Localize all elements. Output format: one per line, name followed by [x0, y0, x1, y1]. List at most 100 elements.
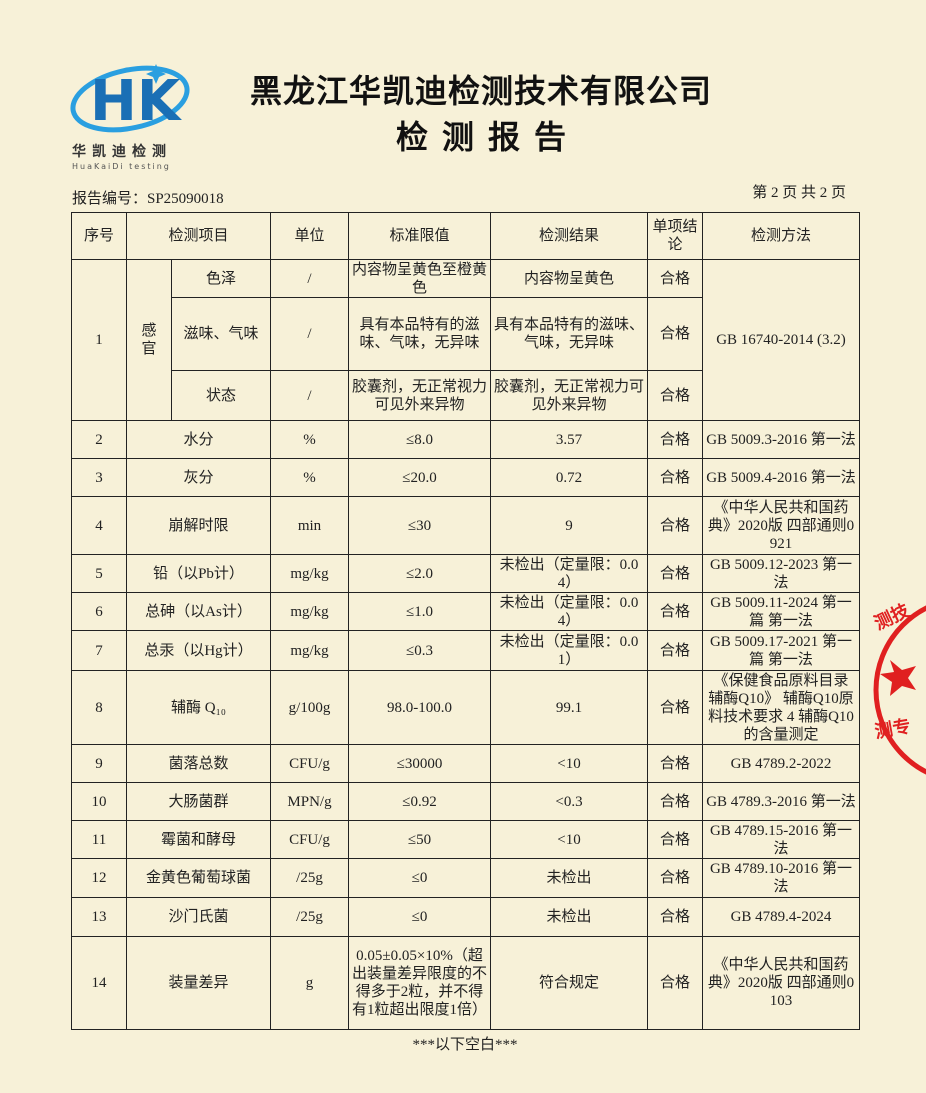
cell-method: GB 16740-2014 (3.2) [702, 259, 861, 421]
company-logo: HK [70, 64, 190, 134]
cell-no: 4 [71, 496, 127, 555]
cell-no: 7 [71, 630, 127, 671]
table-row: 14 装量差异 g 0.05±0.05×10%（超出装量差异限度的不得多于2粒，并不得… [71, 936, 861, 1030]
cell-unit: /25g [270, 897, 350, 937]
cell-item: 辅酶 Q₁₀ [125, 670, 272, 745]
cell-conclusion: 合格 [647, 420, 704, 459]
cell-standard: 具有本品特有的滋味、气味，无异味 [348, 297, 492, 371]
cell-unit: % [270, 420, 350, 459]
cell-method: 《保健食品原料目录 辅酶Q10》 辅酶Q10原料技术要求 4 辅酶Q10 的含量… [702, 670, 861, 745]
table-header-row: 序号 检测项目 单位 标准限值 检测结果 单项结论 检测方法 [71, 212, 861, 260]
report-sheet: 序号 检测项目 单位 标准限值 检测结果 单项结论 检测方法 1 感官 色泽 /… [71, 212, 861, 1054]
blank-below-note: ***以下空白*** [412, 1037, 518, 1053]
cell-unit: g/100g [270, 670, 350, 745]
cell-unit: % [270, 458, 350, 497]
cell-unit: mg/kg [270, 630, 350, 671]
cell-result: <10 [490, 820, 649, 859]
cell-conclusion: 合格 [647, 782, 704, 821]
cell-no: 9 [71, 744, 127, 783]
cell-result: <0.3 [490, 782, 649, 821]
cell-item: 滋味、气味 [170, 297, 272, 371]
cell-result: 未检出（定量限：0.04） [490, 554, 649, 593]
cell-no: 3 [71, 458, 127, 497]
cell-conclusion: 合格 [647, 370, 704, 421]
table-row: 8 辅酶 Q₁₀ g/100g 98.0-100.0 99.1 合格 《保健食品原料目录 辅… [71, 670, 861, 745]
cell-conclusion: 合格 [647, 858, 704, 898]
cell-no: 10 [71, 782, 127, 821]
header-cell: 检测方法 [702, 212, 861, 260]
header-cell: 单位 [270, 212, 350, 260]
header-cell: 单项结论 [647, 212, 704, 260]
cell-conclusion: 合格 [647, 630, 704, 671]
cell-method: GB 4789.15-2016 第一法 [702, 820, 861, 859]
cell-unit: /25g [270, 858, 350, 898]
table-row: 2 水分% ≤8.0 3.57 合格 GB 5009.3-2016 第一法 [71, 420, 861, 459]
cell-conclusion: 合格 [647, 458, 704, 497]
cell-unit: / [270, 297, 350, 371]
results-table: 序号 检测项目 单位 标准限值 检测结果 单项结论 检测方法 1 感官 色泽 /… [71, 212, 861, 1030]
cell-conclusion: 合格 [647, 592, 704, 631]
cell-no: 6 [71, 592, 127, 631]
cell-standard: ≤50 [348, 820, 492, 859]
svg-text:测技: 测技 [871, 599, 913, 634]
cell-item: 铅（以Pb计） [125, 554, 272, 593]
cell-conclusion: 合格 [647, 670, 704, 745]
cell-method: GB 5009.4-2016 第一法 [702, 458, 861, 497]
cell-no: 8 [71, 670, 127, 745]
table-row: 11 霉菌和酵母 CFU/g ≤50 <10 合格 GB 4789.15-2016 第一法 [71, 820, 861, 859]
cell-standard: ≤0.3 [348, 630, 492, 671]
cell-item: 霉菌和酵母 [125, 820, 272, 859]
cell-unit: g [270, 936, 350, 1030]
header-cell: 标准限值 [348, 212, 492, 260]
cell-method: GB 5009.12-2023 第一法 [702, 554, 861, 593]
cell-standard: 胶囊剂，无正常视力可见外来异物 [348, 370, 492, 421]
cell-standard: ≤1.0 [348, 592, 492, 631]
cell-standard: 0.05±0.05×10%（超出装量差异限度的不得多于2粒，并不得有1粒超出限度… [348, 936, 492, 1030]
header-cell: 序号 [71, 212, 127, 260]
cell-result: 胶囊剂，无正常视力可见外来异物 [490, 370, 649, 421]
cell-conclusion: 合格 [647, 496, 704, 555]
cell-item: 状态 [170, 370, 272, 421]
table-row: 5 铅（以Pb计） mg/kg ≤2.0 未检出（定量限：0.04） 合格 GB 5009.… [71, 554, 861, 593]
cell-no: 12 [71, 858, 127, 898]
cell-item: 总砷（以As计） [125, 592, 272, 631]
table-row: 13 沙门氏菌/25g ≤0 未检出 合格 GB 4789.4-2024 [71, 897, 861, 937]
cell-result: 未检出 [490, 897, 649, 937]
cell-result: <10 [490, 744, 649, 783]
cell-method: GB 5009.11-2024 第一篇 第一法 [702, 592, 861, 631]
table-row: 9 菌落总数 CFU/g ≤30000 <10 合格 GB 4789.2-2022 [71, 744, 861, 783]
report-title: 检测报告 [396, 119, 581, 155]
cell-method: 《中华人民共和国药典》2020版 四部通则0921 [702, 496, 861, 555]
cell-item: 菌落总数 [125, 744, 272, 783]
red-seal-stamp: 测技 测专 [871, 599, 926, 775]
cell-standard: ≤2.0 [348, 554, 492, 593]
cell-method: GB 5009.17-2021 第一篇 第一法 [702, 630, 861, 671]
cell-method: GB 4789.4-2024 [702, 897, 861, 937]
cell-conclusion: 合格 [647, 297, 704, 371]
cell-item: 沙门氏菌 [125, 897, 272, 937]
cell-item: 色泽 [170, 259, 272, 298]
cell-result: 99.1 [490, 670, 649, 745]
cell-standard: ≤0.92 [348, 782, 492, 821]
cell-conclusion: 合格 [647, 744, 704, 783]
cell-method: GB 4789.10-2016 第一法 [702, 858, 861, 898]
cell-standard: ≤8.0 [348, 420, 492, 459]
cell-item: 灰分 [125, 458, 272, 497]
cell-no: 13 [71, 897, 127, 937]
cell-result: 未检出（定量限：0.04） [490, 592, 649, 631]
cell-no: 14 [71, 936, 127, 1030]
cell-unit: mg/kg [270, 554, 350, 593]
table-row: 10 大肠菌群 MPN/g ≤0.92 <0.3 合格 GB 4789.3-2016 第一法 [71, 782, 861, 821]
cell-item: 水分 [125, 420, 272, 459]
cell-unit: CFU/g [270, 820, 350, 859]
table-row: 6 总砷（以As计） mg/kg ≤1.0 未检出（定量限：0.04） 合格 GB 5009… [71, 592, 861, 631]
header-cell: 检测项目 [125, 212, 272, 260]
cell-group: 感官 [126, 259, 172, 421]
page-number: 第 2 页 共 2 页 [752, 185, 846, 201]
cell-item: 崩解时限 [125, 496, 272, 555]
table-row: 1 感官 色泽 / 内容物呈黄色至橙黄色 内容物呈黄色 合格 GB 16740-… [71, 259, 861, 421]
logo-cn-text: 华凯迪检测 [72, 144, 172, 160]
cell-standard: 内容物呈黄色至橙黄色 [348, 259, 492, 298]
cell-result: 未检出 [490, 858, 649, 898]
cell-standard: ≤0 [348, 897, 492, 937]
